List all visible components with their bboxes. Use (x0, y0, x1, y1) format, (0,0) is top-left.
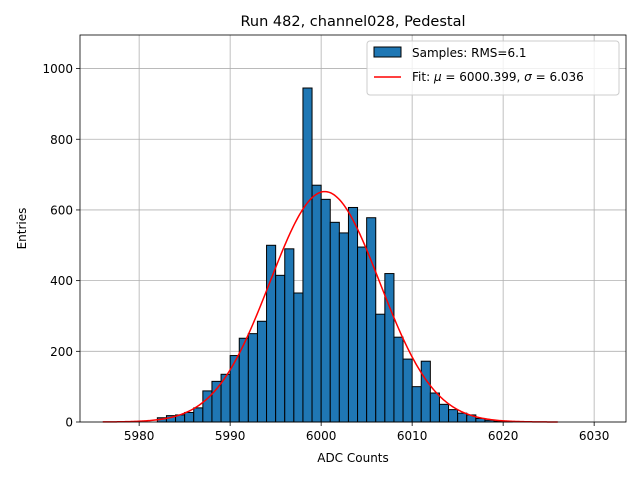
histogram-bar (438, 403, 450, 423)
x-tick-label: 5990 (215, 429, 246, 443)
y-tick-label: 1000 (42, 62, 73, 76)
y-tick-label: 200 (50, 345, 73, 359)
histogram-bar (211, 380, 222, 423)
histogram-bar (429, 392, 440, 423)
histogram-bar (311, 184, 322, 423)
plot-frame (79, 34, 627, 423)
histogram-bar (229, 355, 240, 423)
histogram-bar (366, 217, 377, 423)
histogram-bar (393, 336, 404, 423)
histogram-bar (357, 246, 368, 423)
legend-samples-label: Samples: RMS=6.1 (412, 46, 527, 60)
y-tick-label: 600 (50, 203, 73, 217)
x-axis-ticks: 5980 5990 6000 6010 6020 6030 (124, 422, 610, 443)
x-tick-label: 5980 (124, 429, 155, 443)
histogram-bar (184, 411, 195, 423)
histogram-bar (293, 292, 304, 423)
histogram-bar (329, 221, 340, 423)
histogram-bar (193, 407, 204, 423)
histogram-bars (156, 87, 513, 423)
y-axis-label: Entries (15, 208, 29, 250)
histogram-bar (247, 333, 258, 423)
histogram-bar (420, 360, 431, 423)
legend: Samples: RMS=6.1 Fit: μ = 6000.399, σ = … (366, 40, 620, 96)
histogram-bar (320, 198, 331, 423)
y-tick-label: 400 (50, 274, 73, 288)
histogram-bar (384, 273, 395, 423)
histogram-bar (457, 412, 468, 423)
x-tick-label: 6030 (579, 429, 610, 443)
histogram-bar (411, 386, 422, 423)
y-tick-label: 0 (65, 416, 73, 430)
histogram-bar (402, 358, 413, 423)
x-tick-label: 6020 (488, 429, 519, 443)
chart-title: Run 482, channel028, Pedestal (240, 14, 465, 30)
x-tick-label: 6000 (306, 429, 337, 443)
y-axis-ticks: 0 200 400 600 800 1000 (42, 62, 80, 430)
histogram-bar (375, 313, 386, 423)
histogram-bar (347, 206, 359, 423)
x-axis-label: ADC Counts (317, 451, 389, 465)
legend-samples-swatch (373, 46, 402, 58)
legend-box (366, 40, 620, 96)
fit-curve (102, 190, 558, 423)
histogram-bar (256, 320, 268, 423)
histogram-bar (448, 409, 459, 423)
histogram-bar (338, 232, 349, 423)
x-tick-label: 6010 (397, 429, 428, 443)
histogram-bar (284, 248, 295, 423)
y-tick-label: 800 (50, 133, 73, 147)
histogram-bar (275, 274, 286, 423)
legend-fit-label: Fit: μ = 6000.399, σ = 6.036 (412, 70, 584, 84)
histogram-bar (302, 87, 313, 423)
